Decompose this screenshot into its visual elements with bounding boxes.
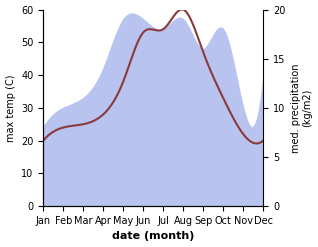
X-axis label: date (month): date (month) <box>112 231 194 242</box>
Y-axis label: med. precipitation
(kg/m2): med. precipitation (kg/m2) <box>291 63 313 153</box>
Y-axis label: max temp (C): max temp (C) <box>5 74 16 142</box>
